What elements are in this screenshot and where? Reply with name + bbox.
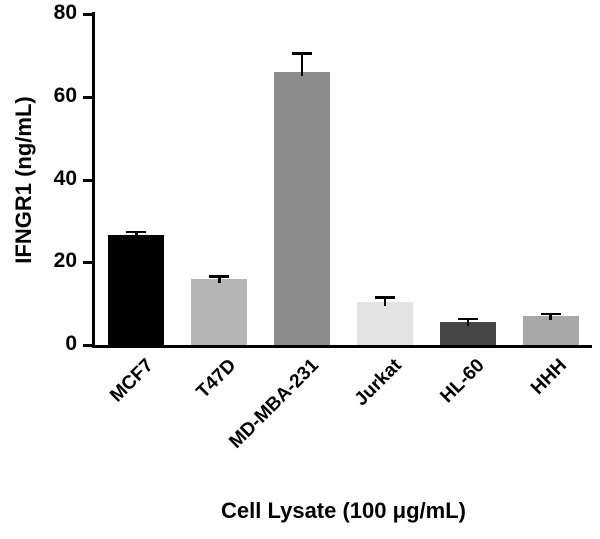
y-tick-mark xyxy=(83,178,92,182)
y-tick-label: 20 xyxy=(53,249,77,273)
x-tick-label: MCF7 xyxy=(105,355,158,407)
bar-MCF7 xyxy=(108,235,165,345)
y-tick-label: 60 xyxy=(53,83,77,107)
bar-HL-60 xyxy=(439,322,496,345)
y-tick-mark xyxy=(83,344,92,347)
x-axis-title: Cell Lysate (100 μg/mL) xyxy=(221,498,466,523)
error-bar-line xyxy=(218,276,221,283)
y-tick-mark xyxy=(83,13,92,16)
x-axis-line xyxy=(92,345,592,348)
error-bar-line xyxy=(383,297,387,306)
x-tick-label: Jurkat xyxy=(350,355,406,411)
error-bar-cap xyxy=(540,312,561,316)
y-tick-label: 40 xyxy=(53,166,77,190)
error-bar-cap xyxy=(457,317,478,321)
x-tick-label: HL-60 xyxy=(436,355,489,408)
bar-MD-MBA-231 xyxy=(274,71,331,345)
error-bar-cap xyxy=(374,296,395,299)
y-tick-label: 80 xyxy=(53,1,77,24)
error-bar-cap xyxy=(292,52,313,55)
bar-Jurkat xyxy=(356,301,413,345)
error-bar-line xyxy=(466,318,469,327)
bar-HHH xyxy=(522,316,579,345)
y-tick-mark xyxy=(83,95,92,99)
error-bar-line xyxy=(549,313,552,321)
x-tick-label: T47D xyxy=(192,355,241,403)
y-tick-mark xyxy=(83,261,92,265)
error-bar-cap xyxy=(126,230,147,234)
y-axis-line xyxy=(92,12,95,348)
error-bar-line xyxy=(135,231,138,240)
bar-T47D xyxy=(191,278,248,345)
error-bar-line xyxy=(300,53,304,76)
y-tick-label: 0 xyxy=(65,332,77,355)
error-bar-cap xyxy=(209,275,230,278)
x-tick-label: HHH xyxy=(527,355,572,399)
